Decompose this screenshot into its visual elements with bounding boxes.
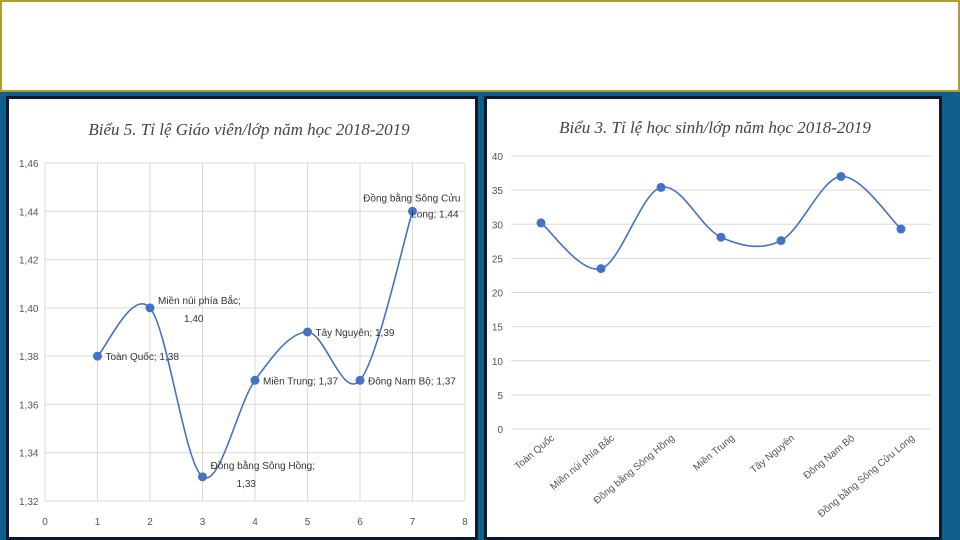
chart-students-per-class: Biểu 3. Tỉ lệ học sinh/lớp năm học 2018-…: [492, 118, 931, 520]
data-point: [656, 182, 666, 192]
y-tick-label: 1,34: [19, 449, 39, 460]
x-tick-label: 7: [410, 517, 416, 528]
data-point: [408, 206, 417, 216]
y-tick-label: 1,46: [19, 159, 39, 170]
chart-title: Biểu 3. Tỉ lệ học sinh/lớp năm học 2018-…: [559, 118, 871, 137]
x-tick-label: 1: [95, 517, 101, 528]
chart-panel-teachers-per-class: Biểu 5. Tỉ lệ Giáo viên/lớp năm học 2018…: [6, 96, 478, 540]
y-tick-label: 25: [492, 254, 504, 265]
data-point: [536, 218, 546, 228]
x-tick-label: 4: [252, 517, 258, 528]
y-tick-label: 1,36: [19, 400, 39, 411]
y-tick-label: 15: [492, 323, 504, 334]
data-label: Đồng bằng Sông Cửu Long; 1,44: [363, 191, 460, 220]
y-tick-label: 0: [497, 425, 503, 436]
x-tick-label: 2: [147, 517, 153, 528]
x-category-label: Tây Nguyên: [749, 433, 797, 476]
x-category-label: Toàn Quốc: [512, 432, 557, 472]
data-label: Toàn Quốc; 1,38: [106, 351, 180, 363]
y-tick-label: 20: [492, 289, 504, 300]
chart-teachers-per-class: Biểu 5. Tỉ lệ Giáo viên/lớp năm học 2018…: [19, 120, 468, 528]
y-tick-label: 40: [492, 152, 504, 163]
y-tick-label: 1,44: [19, 207, 39, 218]
chart-title: Biểu 5. Tỉ lệ Giáo viên/lớp năm học 2018…: [88, 120, 410, 139]
data-point: [596, 264, 606, 274]
data-point: [250, 375, 260, 385]
data-point: [355, 375, 365, 385]
data-point: [836, 171, 846, 181]
data-point: [716, 232, 726, 242]
x-tick-label: 8: [462, 517, 468, 528]
data-point: [93, 351, 102, 361]
x-tick-label: 6: [357, 517, 363, 528]
data-label: Đồng bằng Sông Hồng; 1,33: [211, 459, 316, 490]
data-point: [896, 224, 906, 234]
x-tick-label: 5: [305, 517, 311, 528]
data-point: [198, 472, 207, 482]
data-point: [303, 327, 312, 337]
x-tick-label: 3: [200, 517, 206, 528]
data-label: Miền núi phía Bắc; 1,40: [158, 294, 241, 325]
y-tick-label: 30: [492, 220, 504, 231]
y-tick-label: 1,38: [19, 352, 39, 363]
y-tick-label: 1,40: [19, 304, 39, 315]
y-tick-label: 35: [492, 186, 504, 197]
x-tick-label: 0: [42, 517, 48, 528]
y-tick-label: 5: [497, 391, 503, 402]
data-point: [776, 236, 786, 246]
y-tick-label: 1,32: [19, 497, 39, 508]
x-category-label: Đông Nam Bộ: [802, 433, 858, 482]
x-category-label: Đồng bằng Sông Cửu Long: [815, 431, 917, 520]
slide-header: [0, 0, 960, 92]
y-tick-label: 1,42: [19, 256, 39, 267]
data-point: [145, 303, 155, 313]
data-label: Miền Trung; 1,37: [263, 375, 338, 387]
chart-panel-students-per-class: Biểu 3. Tỉ lệ học sinh/lớp năm học 2018-…: [484, 96, 942, 540]
data-label: Tây Nguyên; 1,39: [316, 328, 395, 339]
x-category-label: Miền núi phía Bắc: [547, 431, 617, 492]
x-category-label: Miền Trung: [691, 432, 737, 473]
data-label: Đông Nam Bộ; 1,37: [368, 376, 456, 387]
y-tick-label: 10: [492, 357, 504, 368]
